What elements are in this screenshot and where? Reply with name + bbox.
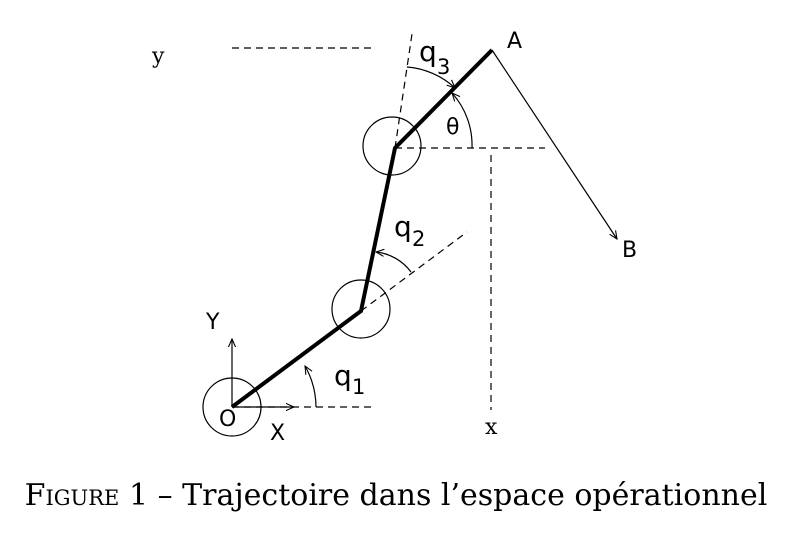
caption-separator: – xyxy=(157,478,173,513)
label-q3-subscript: 3 xyxy=(437,55,450,79)
label-point-b: B xyxy=(622,238,637,263)
label-y-axis: y xyxy=(151,44,165,69)
label-point-a: A xyxy=(507,29,522,54)
angle-arc-theta xyxy=(452,93,473,149)
angle-arc-q2 xyxy=(376,252,412,273)
label-q2-symbol: q xyxy=(394,210,412,243)
joints xyxy=(202,116,422,437)
label-x-axis: x xyxy=(485,415,498,440)
joint-circle-2 xyxy=(331,279,391,339)
label-q2: q 2 xyxy=(394,210,425,251)
figure-caption: Figure 1 – Trajectoire dans l’espace opé… xyxy=(0,478,792,513)
joint-circle-3 xyxy=(362,116,422,176)
caption-text: Trajectoire dans l’espace opérationnel xyxy=(182,478,768,513)
q2-reference-dashed-line xyxy=(360,231,468,312)
reference-lines xyxy=(232,33,545,410)
robot-arm-links xyxy=(230,48,494,409)
angle-arc-q1 xyxy=(305,366,317,408)
label-q3-symbol: q xyxy=(419,35,437,68)
caption-figure-word: Figure xyxy=(24,478,120,513)
label-q1: q 1 xyxy=(334,359,365,399)
caption-figure-number: 1 xyxy=(128,478,149,513)
label-origin-o: O xyxy=(219,407,236,432)
angle-arc-q3 xyxy=(406,66,455,88)
label-q2-subscript: 2 xyxy=(412,227,425,251)
label-theta: θ xyxy=(446,115,459,140)
label-q1-subscript: 1 xyxy=(352,375,365,399)
q3-reference-dashed-line xyxy=(394,33,413,149)
label-base-x: X xyxy=(270,421,285,446)
label-base-y: Y xyxy=(205,310,220,335)
trajectory-arrow-a-b xyxy=(491,49,617,239)
label-q1-symbol: q xyxy=(334,359,352,392)
label-q3: q 3 xyxy=(419,35,450,79)
